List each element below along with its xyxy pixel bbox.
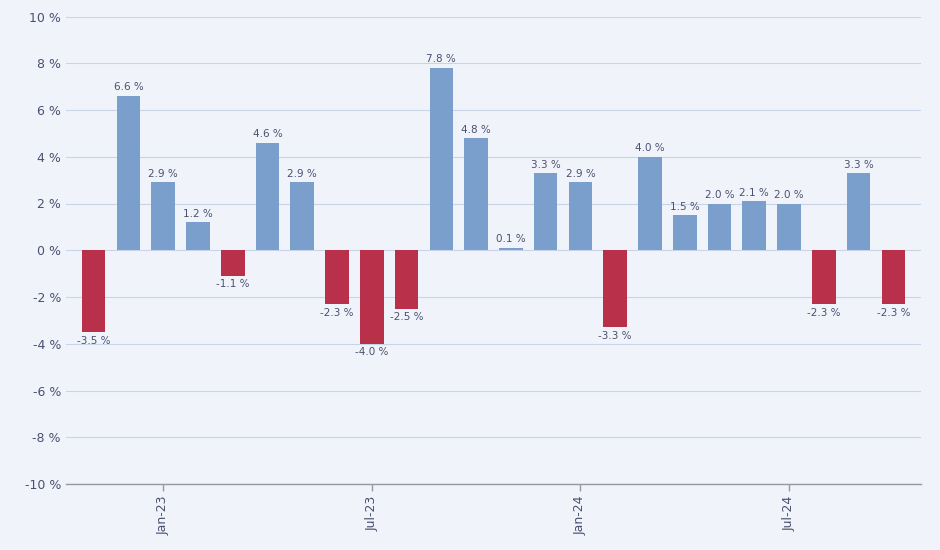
Bar: [117, 96, 140, 250]
Bar: [603, 250, 627, 327]
Text: 1.5 %: 1.5 %: [670, 202, 699, 212]
Bar: [569, 183, 592, 250]
Text: -2.5 %: -2.5 %: [390, 312, 423, 322]
Text: -2.3 %: -2.3 %: [321, 307, 353, 317]
Bar: [395, 250, 418, 309]
Bar: [882, 250, 905, 304]
Text: -4.0 %: -4.0 %: [355, 347, 388, 358]
Bar: [499, 248, 523, 250]
Text: 4.0 %: 4.0 %: [635, 143, 665, 153]
Text: 2.9 %: 2.9 %: [149, 169, 178, 179]
Bar: [708, 204, 731, 250]
Text: 7.8 %: 7.8 %: [427, 54, 456, 64]
Text: 4.6 %: 4.6 %: [253, 129, 282, 139]
Text: 3.3 %: 3.3 %: [531, 160, 560, 169]
Bar: [638, 157, 662, 250]
Bar: [290, 183, 314, 250]
Bar: [221, 250, 244, 276]
Text: -3.5 %: -3.5 %: [77, 336, 110, 345]
Text: 3.3 %: 3.3 %: [844, 160, 873, 169]
Text: 2.9 %: 2.9 %: [288, 169, 317, 179]
Bar: [673, 215, 697, 250]
Text: 2.9 %: 2.9 %: [566, 169, 595, 179]
Text: 6.6 %: 6.6 %: [114, 82, 143, 92]
Bar: [151, 183, 175, 250]
Bar: [360, 250, 384, 344]
Text: 2.1 %: 2.1 %: [740, 188, 769, 197]
Bar: [430, 68, 453, 250]
Text: -2.3 %: -2.3 %: [877, 307, 910, 317]
Bar: [847, 173, 870, 250]
Text: 2.0 %: 2.0 %: [705, 190, 734, 200]
Bar: [82, 250, 105, 332]
Text: -2.3 %: -2.3 %: [807, 307, 840, 317]
Bar: [743, 201, 766, 250]
Bar: [812, 250, 836, 304]
Bar: [534, 173, 557, 250]
Bar: [777, 204, 801, 250]
Bar: [464, 138, 488, 250]
Text: 1.2 %: 1.2 %: [183, 208, 212, 219]
Text: -3.3 %: -3.3 %: [599, 331, 632, 341]
Bar: [325, 250, 349, 304]
Bar: [186, 222, 210, 250]
Text: 0.1 %: 0.1 %: [496, 234, 525, 244]
Text: 2.0 %: 2.0 %: [775, 190, 804, 200]
Bar: [256, 143, 279, 250]
Text: 4.8 %: 4.8 %: [462, 124, 491, 135]
Text: -1.1 %: -1.1 %: [216, 279, 249, 289]
